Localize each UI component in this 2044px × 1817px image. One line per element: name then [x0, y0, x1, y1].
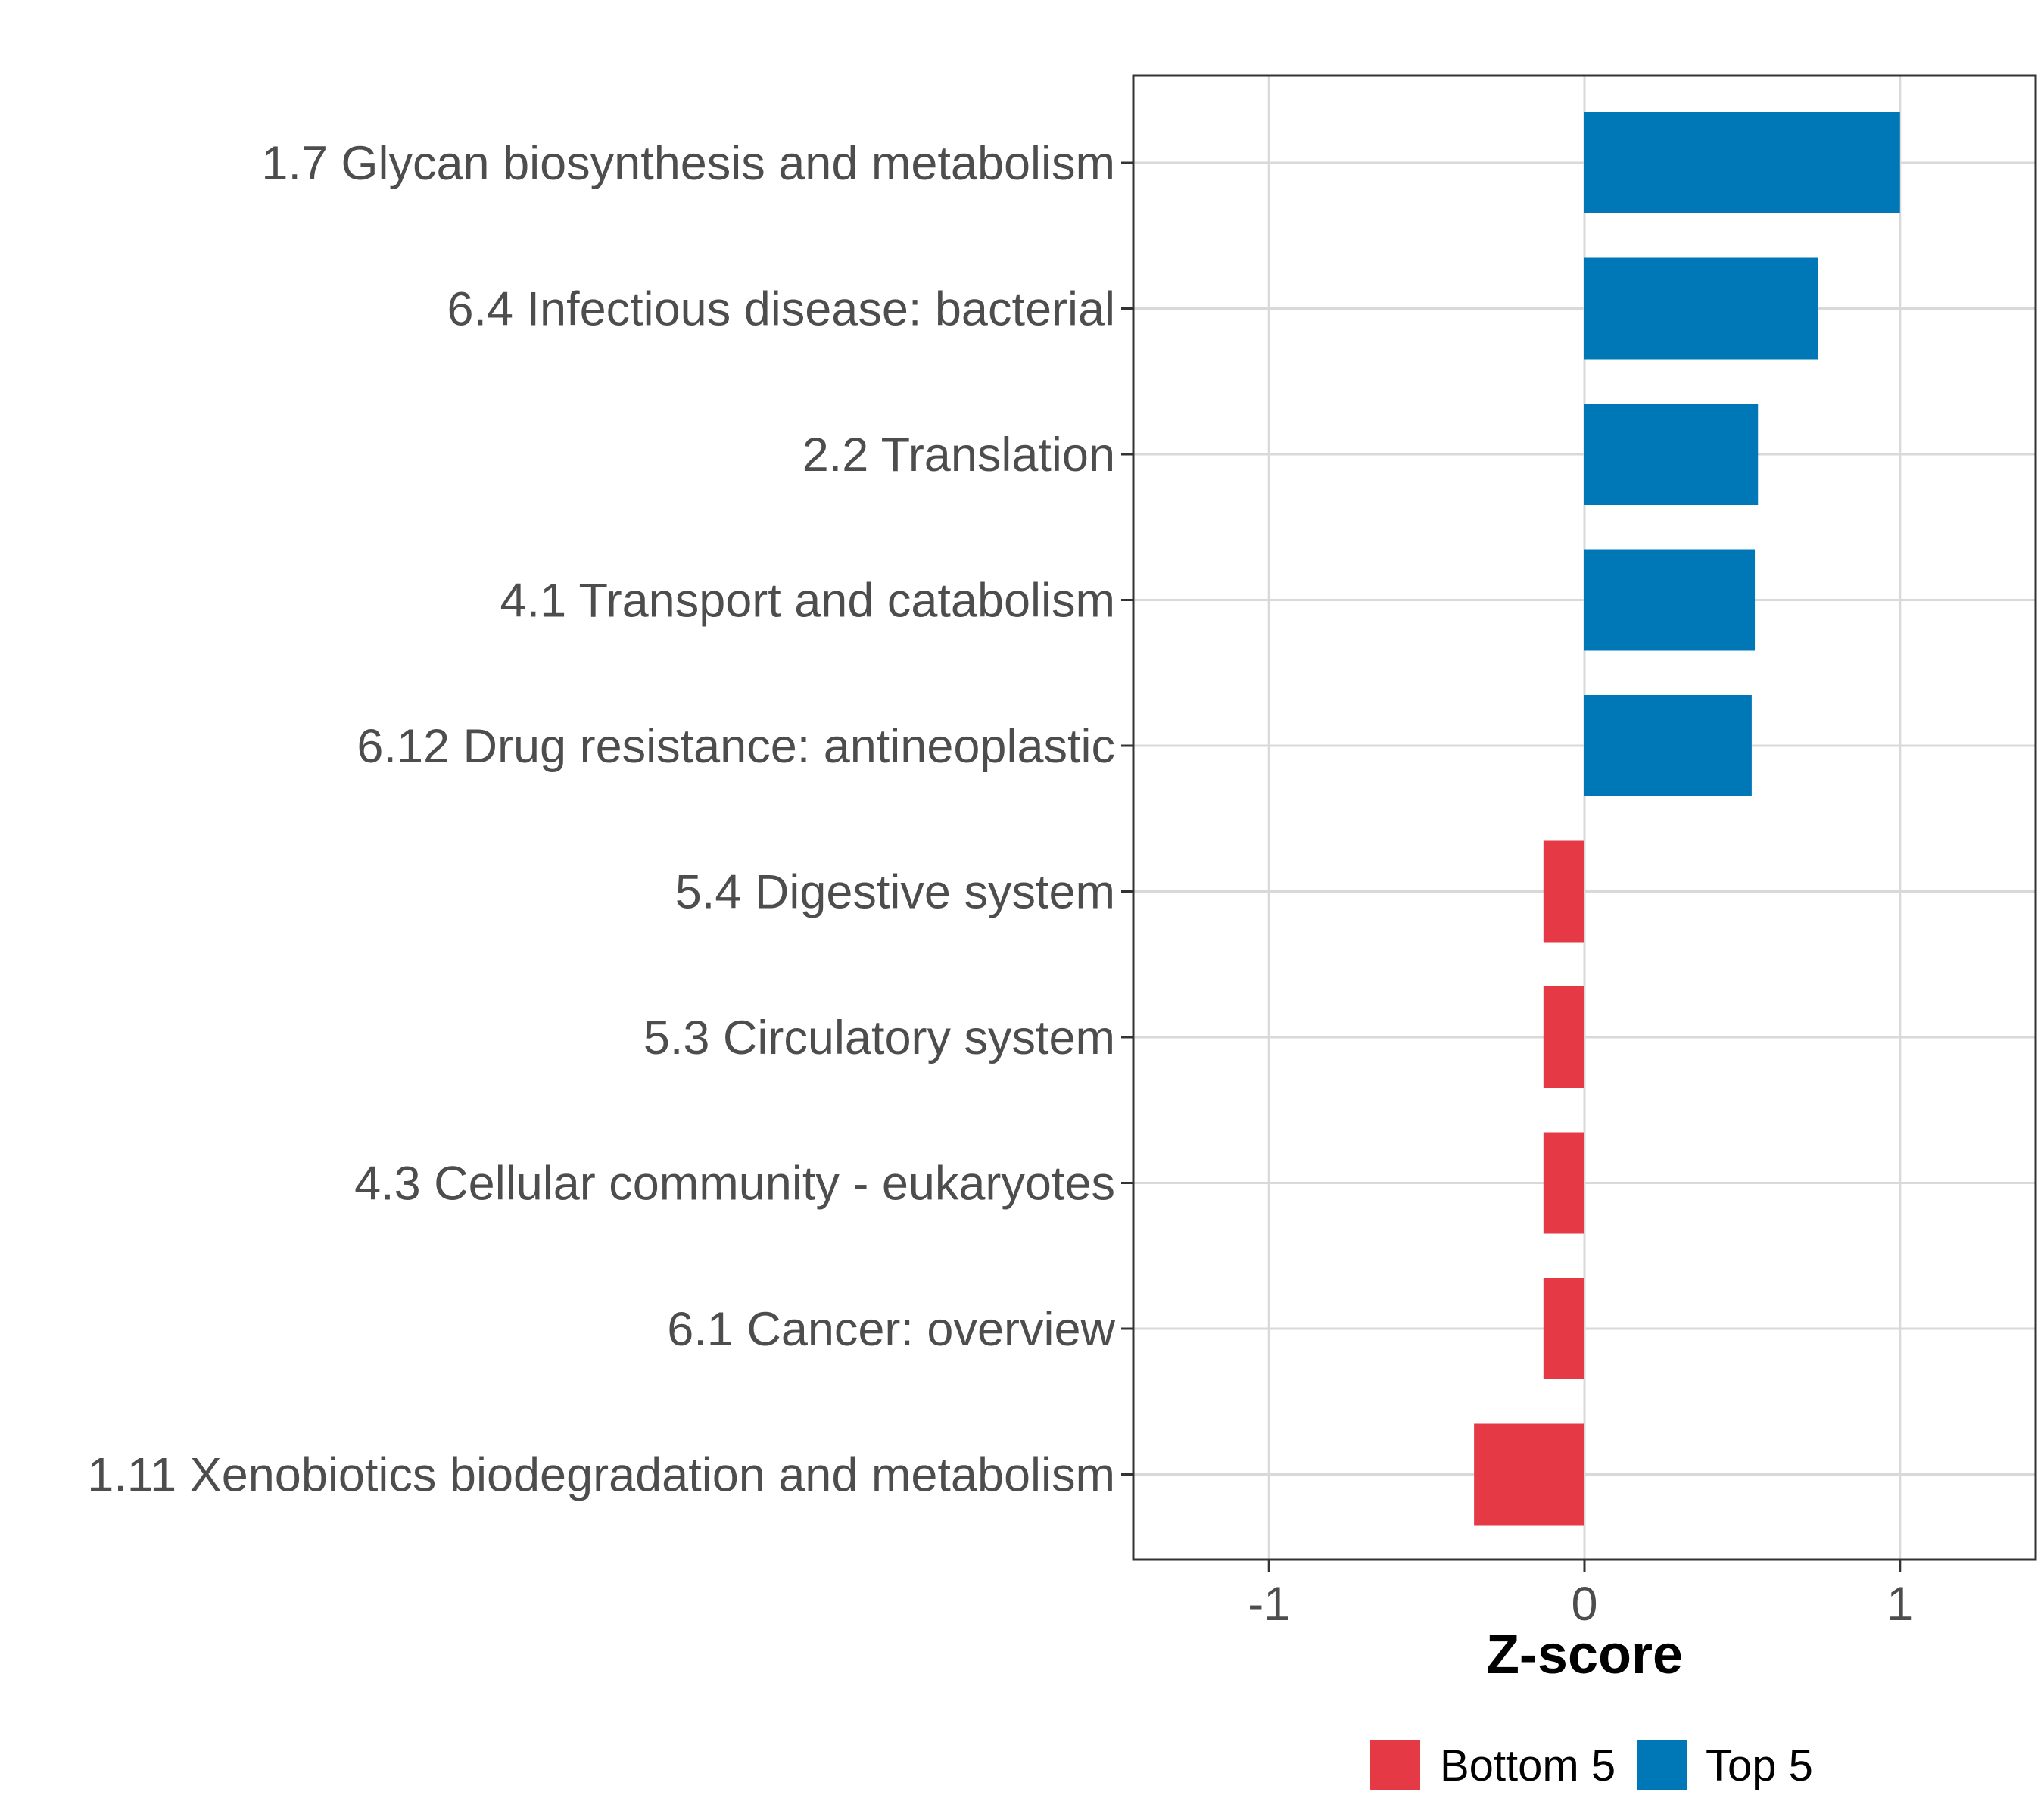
bar-9	[1474, 1423, 1584, 1526]
bar-2	[1584, 404, 1759, 505]
x-tick-labels: -1 0 1	[1248, 1578, 1913, 1631]
bar-1	[1584, 257, 1818, 360]
bar-0	[1584, 112, 1900, 213]
category-label-2: 2.2 Translation	[802, 429, 1115, 482]
legend-swatch-top-5	[1637, 1740, 1687, 1790]
category-label-3: 4.1 Transport and catabolism	[500, 575, 1115, 628]
category-label-5: 5.4 Digestive system	[675, 866, 1115, 919]
category-label-9: 1.11 Xenobiotics biodegradation and meta…	[87, 1449, 1115, 1502]
bar-8	[1543, 1278, 1584, 1379]
bar-4	[1584, 695, 1752, 796]
category-label-4: 6.12 Drug resistance: antineoplastic	[357, 720, 1115, 773]
x-tick-marks	[1267, 1560, 1902, 1572]
bar-5	[1543, 840, 1584, 943]
y-tick-marks	[1121, 161, 1133, 1476]
category-label-7: 4.3 Cellular community - eukaryotes	[354, 1158, 1115, 1211]
bar-3	[1584, 549, 1756, 651]
x-tick-label-0: -1	[1248, 1578, 1290, 1631]
legend-label-bottom-5: Bottom 5	[1440, 1741, 1616, 1791]
category-labels: 1.7 Glycan biosynthesis and metabolism 6.…	[87, 137, 1115, 1502]
category-label-1: 6.4 Infectious disease: bacterial	[447, 283, 1115, 336]
x-tick-label-2: 1	[1887, 1578, 1913, 1631]
bars	[1474, 112, 1900, 1526]
category-label-0: 1.7 Glycan biosynthesis and metabolism	[261, 137, 1115, 190]
legend-label-top-5: Top 5	[1706, 1741, 1813, 1791]
category-label-6: 5.3 Circulatory system	[643, 1011, 1115, 1064]
bar-6	[1543, 986, 1584, 1088]
x-axis-title: Z-score	[1486, 1625, 1683, 1685]
legend-swatch-bottom-5	[1370, 1740, 1420, 1790]
bar-7	[1543, 1132, 1584, 1234]
legend: Bottom 5 Top 5	[1370, 1740, 1813, 1791]
category-label-8: 6.1 Cancer: overview	[667, 1303, 1115, 1356]
x-tick-label-1: 0	[1571, 1578, 1597, 1631]
